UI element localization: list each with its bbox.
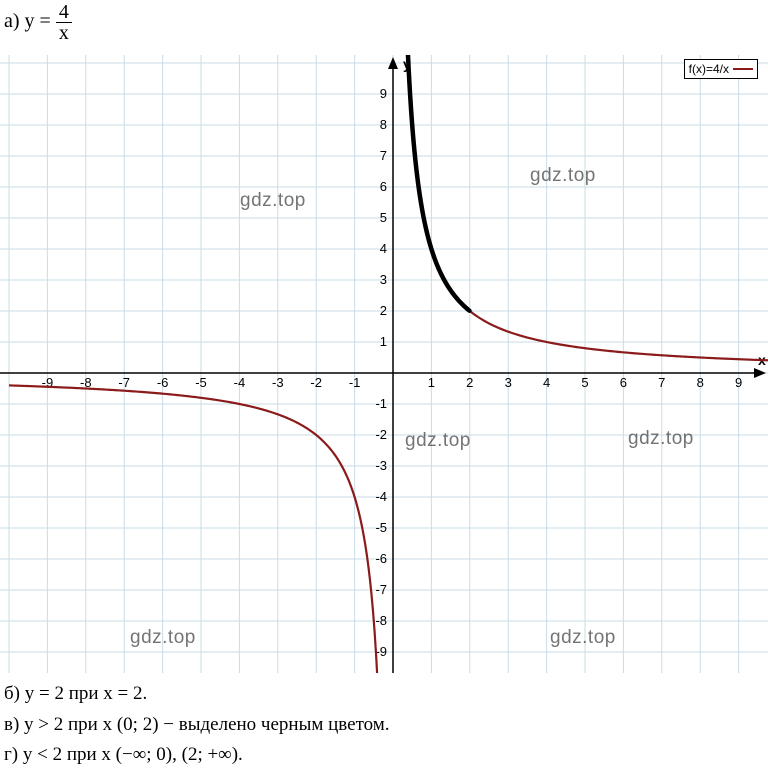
svg-text:5: 5 (581, 375, 588, 390)
svg-text:6: 6 (620, 375, 627, 390)
svg-text:4: 4 (380, 241, 387, 256)
svg-text:3: 3 (380, 272, 387, 287)
legend-swatch (733, 68, 753, 70)
answer-b: б) y = 2 при x = 2. (4, 680, 390, 709)
svg-text:-2: -2 (310, 375, 322, 390)
svg-text:-4: -4 (234, 375, 246, 390)
svg-text:-6: -6 (375, 551, 387, 566)
svg-text:9: 9 (380, 86, 387, 101)
svg-text:2: 2 (466, 375, 473, 390)
svg-text:-8: -8 (375, 613, 387, 628)
svg-text:-2: -2 (375, 427, 387, 442)
eq-lhs: y = (25, 10, 51, 32)
chart-svg: -9-8-7-6-5-4-3-2-1123456789-9-8-7-6-5-4-… (0, 55, 768, 673)
svg-text:8: 8 (380, 117, 387, 132)
svg-text:8: 8 (697, 375, 704, 390)
svg-text:-7: -7 (118, 375, 130, 390)
svg-text:-1: -1 (349, 375, 361, 390)
label-a: а) (4, 10, 20, 32)
svg-text:9: 9 (735, 375, 742, 390)
svg-text:2: 2 (380, 303, 387, 318)
frac-num: 4 (56, 2, 72, 23)
svg-text:-5: -5 (375, 520, 387, 535)
answer-v: в) y > 2 при x (0; 2) − выделено черным … (4, 711, 390, 740)
svg-text:-3: -3 (272, 375, 284, 390)
svg-text:1: 1 (380, 334, 387, 349)
svg-text:-1: -1 (375, 396, 387, 411)
svg-text:-4: -4 (375, 489, 387, 504)
svg-text:7: 7 (380, 148, 387, 163)
answers-block: б) y = 2 при x = 2. в) y > 2 при x (0; 2… (4, 680, 390, 772)
fraction: 4 x (56, 2, 72, 43)
chart-area: -9-8-7-6-5-4-3-2-1123456789-9-8-7-6-5-4-… (0, 55, 768, 673)
svg-text:1: 1 (428, 375, 435, 390)
svg-text:-3: -3 (375, 458, 387, 473)
svg-text:-6: -6 (157, 375, 169, 390)
svg-text:4: 4 (543, 375, 550, 390)
svg-text:3: 3 (505, 375, 512, 390)
svg-text:7: 7 (658, 375, 665, 390)
svg-text:6: 6 (380, 179, 387, 194)
legend-text: f(x)=4/x (689, 62, 729, 76)
legend: f(x)=4/x (684, 59, 758, 79)
formula-a: а) y = 4 x (4, 2, 72, 43)
answer-g: г) y < 2 при x (−∞; 0), (2; +∞). (4, 741, 390, 770)
svg-text:-7: -7 (375, 582, 387, 597)
frac-den: x (56, 23, 72, 43)
svg-text:-5: -5 (195, 375, 207, 390)
svg-text:5: 5 (380, 210, 387, 225)
